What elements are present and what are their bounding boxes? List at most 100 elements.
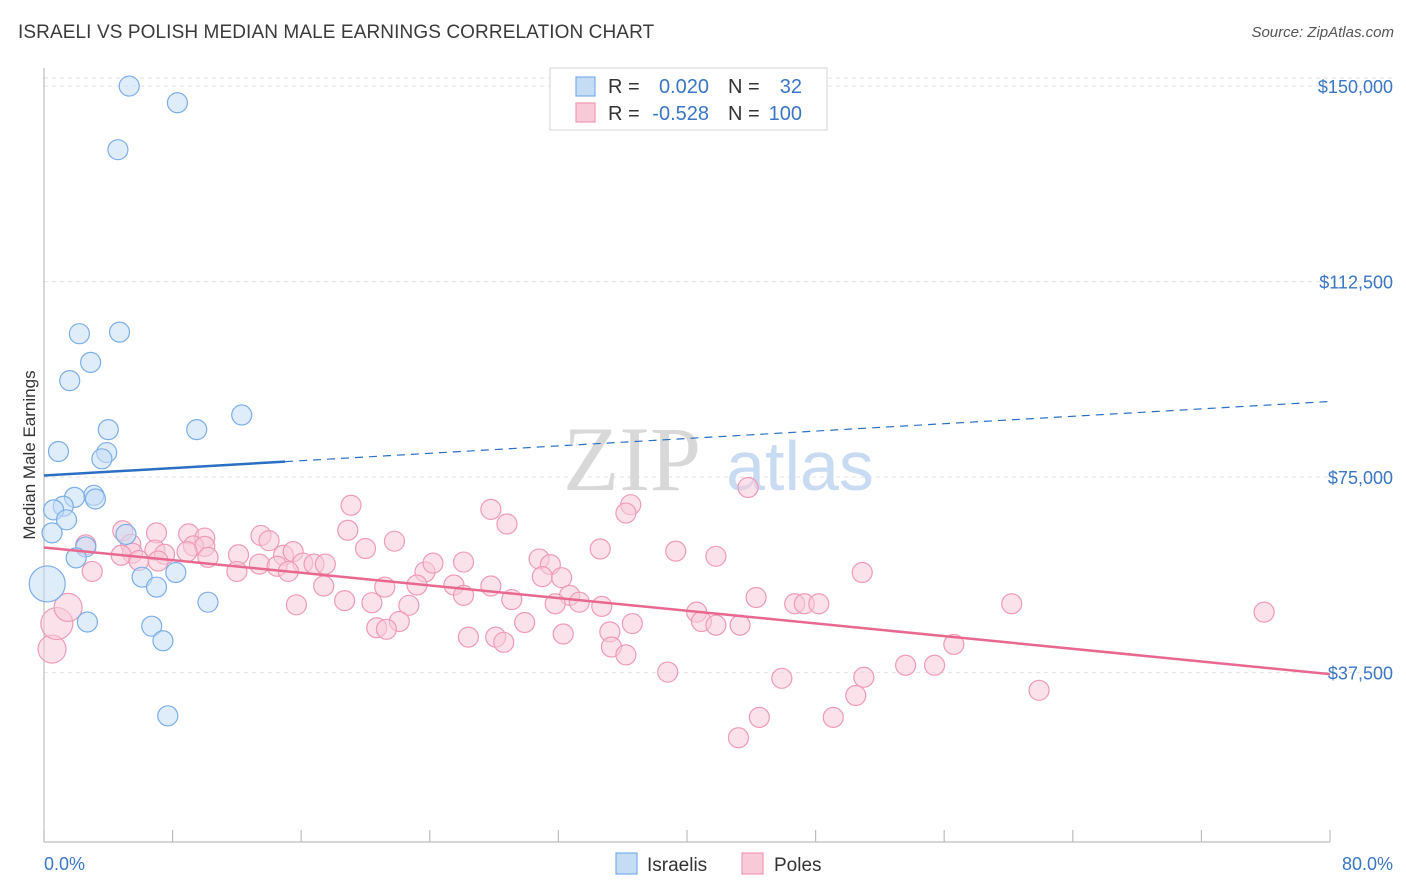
stats-legend: R = 0.020 N = 32 R = -0.528 N = 100 — [549, 67, 828, 131]
poles-point — [340, 494, 362, 516]
poles-point — [147, 550, 169, 572]
legend-swatch-israelis — [615, 852, 638, 875]
poles-point — [480, 498, 502, 520]
israelis-point — [118, 75, 140, 97]
israelis-point — [141, 615, 163, 637]
israelis-point — [165, 561, 187, 584]
israelis-r-value: 0.020 — [659, 76, 709, 98]
poles-point — [621, 612, 643, 635]
poles-point — [808, 593, 830, 615]
israelis-point — [28, 565, 66, 603]
poles-point — [1253, 601, 1275, 623]
x-tick-label-min: 0.0% — [44, 854, 85, 874]
y-tick-label: $150,000 — [1318, 77, 1393, 97]
israelis-r-label: R = — [608, 76, 640, 98]
poles-point — [727, 727, 750, 749]
poles-point — [531, 566, 553, 588]
x-tick-label-max: 80.0% — [1342, 854, 1393, 874]
poles-point — [361, 592, 383, 614]
poles-point — [514, 611, 536, 634]
israelis-point — [84, 488, 107, 510]
israelis-point — [115, 523, 137, 546]
chart-source: Source: ZipAtlas.com — [1251, 24, 1394, 41]
y-tick-label: $112,500 — [1319, 273, 1393, 293]
poles-point — [568, 591, 590, 613]
poles-point — [657, 661, 679, 683]
poles-point — [334, 590, 356, 612]
poles-point — [853, 666, 875, 688]
poles-point — [591, 595, 613, 617]
poles-point — [745, 586, 767, 609]
poles-point — [314, 553, 336, 575]
israelis-point — [59, 370, 81, 392]
data-points — [28, 75, 1275, 749]
watermark: ZIP atlas — [563, 408, 874, 510]
israelis-point — [76, 611, 99, 633]
poles-trend-line — [43, 546, 1331, 676]
poles-point — [398, 594, 420, 616]
poles-point — [422, 552, 444, 574]
series-legend: Israelis Poles — [615, 852, 822, 876]
trend-lines — [43, 400, 1331, 676]
poles-point — [226, 560, 248, 583]
poles-point — [375, 618, 397, 640]
poles-point — [665, 540, 687, 562]
poles-point — [53, 592, 83, 623]
israelis-point — [157, 705, 179, 727]
poles-point — [705, 545, 727, 567]
poles-point — [729, 614, 751, 636]
watermark-zip: ZIP — [563, 408, 701, 510]
poles-point — [313, 575, 335, 597]
axes — [43, 68, 1331, 843]
poles-point — [551, 567, 573, 589]
poles-point — [493, 631, 515, 653]
israelis-n-label: N = — [728, 76, 760, 98]
gridlines — [44, 77, 1395, 674]
legend-label-israelis: Israelis — [647, 855, 707, 876]
poles-point — [589, 538, 611, 560]
israelis-n-value: 32 — [780, 76, 802, 98]
israelis-point — [152, 630, 174, 652]
poles-point — [705, 614, 727, 636]
y-tick-label: $37,500 — [1328, 664, 1393, 684]
israelis-point — [145, 576, 168, 598]
poles-point — [737, 476, 759, 499]
poles-point — [496, 513, 518, 535]
israelis-point — [47, 440, 70, 463]
poles-point — [615, 502, 637, 524]
poles-point — [771, 667, 793, 689]
poles-point — [457, 626, 479, 648]
poles-point — [851, 561, 873, 584]
israelis-point — [97, 419, 119, 441]
israelis-point — [197, 591, 219, 613]
israelis-trend-dashed — [285, 400, 1331, 463]
poles-r-value: -0.528 — [652, 103, 709, 125]
poles-n-label: N = — [728, 103, 760, 125]
poles-point — [383, 530, 406, 552]
y-axis-label: Median Male Earnings — [20, 370, 39, 539]
israelis-point — [231, 404, 253, 426]
poles-r-label: R = — [608, 103, 640, 125]
poles-point — [1028, 679, 1050, 701]
legend-swatch-poles — [741, 852, 764, 875]
y-tick-label: $75,000 — [1328, 468, 1393, 488]
israelis-trend-solid — [43, 460, 286, 477]
israelis-point — [80, 351, 102, 373]
legend-label-poles: Poles — [774, 855, 822, 876]
poles-point — [923, 654, 946, 676]
poles-point — [822, 706, 844, 729]
poles-point — [943, 633, 965, 656]
poles-point — [552, 623, 574, 645]
poles-n-value: 100 — [769, 103, 802, 125]
chart-title: ISRAELI VS POLISH MEDIAN MALE EARNINGS C… — [18, 22, 655, 43]
israelis-legend-swatch — [575, 76, 596, 97]
poles-point — [176, 541, 198, 563]
poles-point — [258, 530, 280, 552]
stats-legend-box — [549, 67, 828, 131]
israelis-point — [108, 321, 131, 343]
poles-point — [748, 706, 770, 729]
poles-point — [285, 594, 307, 616]
israelis-point — [166, 92, 189, 114]
poles-point — [1001, 593, 1023, 615]
